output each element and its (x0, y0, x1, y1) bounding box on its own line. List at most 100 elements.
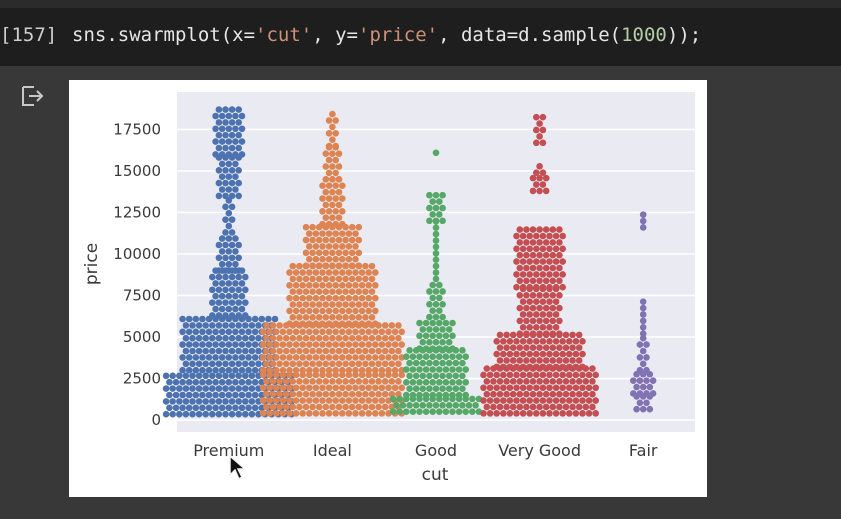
swarm-point (439, 402, 446, 409)
swarm-point (639, 323, 647, 331)
swarm-point (332, 397, 340, 404)
swarm-point (335, 188, 343, 196)
swarm-point (372, 269, 379, 276)
swarm-point (242, 286, 249, 294)
swarm-point (513, 283, 520, 291)
output-redirect-icon[interactable] (20, 84, 46, 108)
swarm-point (329, 163, 336, 170)
swarm-point (212, 404, 219, 412)
swarm-point (189, 410, 196, 418)
swarm-point (225, 260, 233, 268)
swarm-point (429, 332, 437, 340)
swarm-point (215, 179, 223, 187)
swarm-point (429, 211, 437, 218)
swarm-point (339, 195, 346, 202)
swarm-point (235, 372, 242, 380)
swarm-point (255, 360, 262, 368)
swarm-point (218, 305, 226, 313)
swarm-point (355, 249, 363, 257)
swarm-point (225, 222, 233, 230)
swarm-point (225, 197, 233, 204)
swarm-point (486, 410, 494, 417)
swarm-point (335, 378, 343, 385)
swarm-point (429, 379, 437, 386)
code-input[interactable]: sns.swarmplot(x='cut', y='price', data=d… (72, 24, 701, 46)
swarm-point (279, 366, 287, 374)
swarm-point (533, 350, 540, 358)
swarm-point (209, 347, 216, 355)
swarm-point (365, 371, 373, 379)
swarm-point (533, 323, 540, 331)
swarm-point (312, 384, 320, 392)
code-token: sns.swarmplot(x= (72, 24, 256, 46)
swarm-point (335, 334, 343, 342)
swarm-point (395, 334, 402, 342)
swarm-point (526, 384, 533, 392)
swarm-point (332, 156, 340, 164)
swarm-point (263, 378, 270, 385)
swarm-point (266, 410, 273, 417)
swarm-point (276, 390, 283, 398)
swarm-point (513, 397, 520, 404)
swarm-point (462, 366, 470, 373)
swarm-point (218, 328, 226, 336)
swarm-point (312, 410, 320, 417)
swarm-point (419, 372, 427, 380)
swarm-point (302, 360, 310, 368)
swarm-point (388, 347, 396, 355)
swarm-point (539, 323, 547, 331)
swarm-point (348, 334, 356, 342)
swarm-point (192, 328, 200, 336)
swarm-point (365, 269, 373, 276)
swarm-point (381, 378, 389, 385)
swarm-point (375, 334, 382, 342)
swarm-point (439, 217, 446, 225)
swarm-point (542, 277, 550, 285)
code-cell[interactable] (0, 8, 841, 66)
swarm-point (396, 395, 404, 403)
swarm-point (235, 334, 242, 342)
swarm-point (490, 378, 497, 385)
swarm-point (209, 299, 216, 306)
swarm-point (232, 248, 239, 255)
swarm-point (182, 347, 190, 355)
swarm-point (455, 379, 463, 386)
swarm-point (378, 341, 386, 348)
swarm-point (292, 384, 300, 392)
swarm-point (452, 372, 460, 380)
swarm-point (542, 344, 550, 351)
swarm-point (639, 304, 647, 312)
swarm-point (358, 328, 366, 336)
swarm-point (325, 307, 333, 315)
swarm-point (416, 345, 423, 352)
swarm-point (222, 385, 229, 392)
swarm-point (472, 402, 479, 409)
swarm-point (238, 328, 246, 336)
swarm-point (162, 410, 170, 418)
swarm-point (218, 160, 226, 168)
swarm-point (552, 371, 560, 379)
swarm-point (342, 301, 349, 308)
swarm-point (228, 241, 236, 249)
swarm-point (242, 360, 249, 368)
code-string: 'cut' (255, 24, 313, 46)
swarm-point (516, 304, 524, 312)
swarm-point (503, 378, 510, 385)
swarm-point (549, 390, 557, 398)
swarm-point (322, 301, 330, 308)
swarm-point (302, 334, 310, 342)
swarm-point (319, 294, 326, 302)
swarm-point (496, 344, 504, 351)
swarm-point (403, 408, 410, 416)
swarm-point (529, 239, 537, 246)
swarm-point (493, 371, 501, 379)
swarm-point (552, 232, 560, 240)
swarm-point (523, 264, 530, 272)
swarm-point (526, 283, 533, 291)
swarm-point (352, 341, 359, 348)
swarm-point (372, 282, 379, 289)
swarm-point (368, 288, 376, 296)
swarm-point (329, 275, 336, 283)
swarm-point (639, 317, 647, 325)
swarm-point (299, 341, 306, 348)
